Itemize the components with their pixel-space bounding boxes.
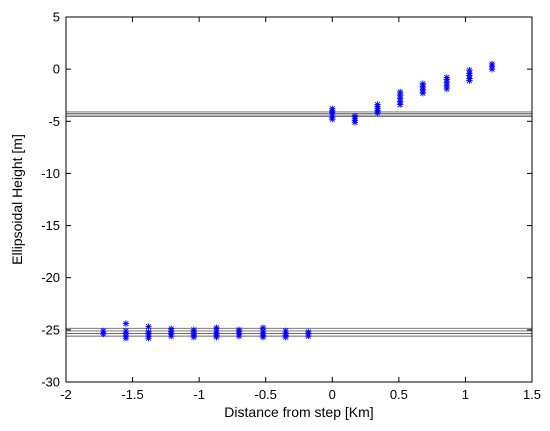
data-point <box>235 332 243 340</box>
x-tick-label: 0 <box>329 387 336 402</box>
y-tick-label: -30 <box>41 375 60 390</box>
data-point <box>167 332 175 340</box>
data-point <box>466 77 473 84</box>
x-axis-label: Distance from step [Km] <box>224 404 373 420</box>
y-tick-label: 5 <box>53 10 60 25</box>
x-tick-label: -0.5 <box>255 387 277 402</box>
x-tick-label: 1 <box>462 387 469 402</box>
data-point <box>122 335 130 342</box>
data-point <box>374 109 381 117</box>
data-point <box>282 333 289 341</box>
data-point <box>122 320 130 327</box>
x-tick-labels: -2 -1.5 -1 -0.5 0 0.5 1 1.5 <box>60 387 541 402</box>
data-point <box>305 332 312 340</box>
data-point <box>190 333 198 341</box>
y-tick-label: 0 <box>53 62 60 77</box>
x-tick-label: -1 <box>193 387 205 402</box>
y-tick-label: -20 <box>41 270 60 285</box>
data-point <box>100 330 107 338</box>
data-points <box>100 60 496 342</box>
data-point <box>213 333 220 341</box>
x-tick-label: 0.5 <box>390 387 408 402</box>
data-point <box>396 101 404 108</box>
data-point <box>488 65 496 73</box>
data-point <box>443 85 450 93</box>
x-tick-label: 1.5 <box>523 387 541 402</box>
data-point <box>351 119 359 126</box>
x-tick-label: -2 <box>60 387 72 402</box>
data-point <box>259 333 267 341</box>
data-point <box>145 335 152 342</box>
y-tick-label: -25 <box>41 322 60 337</box>
y-tick-labels: -30 -25 -20 -15 -10 -5 0 5 <box>41 10 60 390</box>
y-tick-label: -15 <box>41 218 60 233</box>
data-point <box>145 323 152 330</box>
y-axis-label: Ellipsoidal Height [m] <box>9 134 25 265</box>
x-tick-label: -1.5 <box>121 387 143 402</box>
data-point <box>419 89 427 97</box>
data-point <box>329 116 336 123</box>
axis-ticks <box>65 16 533 383</box>
plot-area-frame <box>65 16 533 383</box>
y-tick-label: -5 <box>48 114 60 129</box>
reference-lines <box>66 111 532 337</box>
y-tick-label: -10 <box>41 166 60 181</box>
